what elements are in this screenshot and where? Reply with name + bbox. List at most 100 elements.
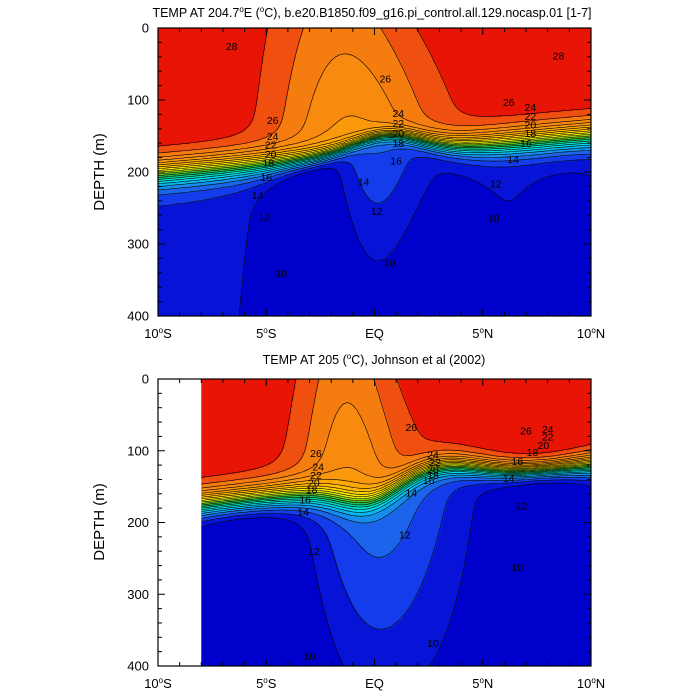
bottom-chart-title: TEMP AT 205 (oC), Johnson et al (2002) xyxy=(263,352,486,367)
y-tick-label: 0 xyxy=(142,21,149,36)
contour-line-25 xyxy=(201,454,591,492)
contour-line-24 xyxy=(158,124,591,164)
contour-label: 22 xyxy=(542,431,554,443)
contour-label: 20 xyxy=(538,440,550,452)
bottom-axis-ticks: 10oS 5oS EQ 5oN 10oN 0 100 200 300 400 xyxy=(127,372,605,692)
top-axis-ticks: 10oS 5oS EQ 5oN 10oN 0 100 200 300 400 xyxy=(127,21,605,342)
top-temperature-field xyxy=(158,28,591,316)
contour-line-27 xyxy=(201,379,591,485)
y-tick-label: 300 xyxy=(127,237,149,252)
bottom-y-axis-label: DEPTH (m) xyxy=(91,483,108,561)
contour-line-18 xyxy=(201,464,591,504)
contour-label: 26 xyxy=(405,422,417,434)
contour-label: 16 xyxy=(390,156,402,168)
contour-label: 14 xyxy=(405,487,417,499)
x-tick-label: 10oN xyxy=(577,326,605,341)
contour-label: 20 xyxy=(308,477,320,489)
y-tick-label: 200 xyxy=(127,165,149,180)
contour-label: 22 xyxy=(265,140,277,152)
y-tick-label: 200 xyxy=(127,515,149,530)
contour-line-11 xyxy=(158,144,591,191)
x-tick-label: EQ xyxy=(365,326,384,341)
contour-label: 16 xyxy=(512,456,524,468)
contour-label: 20 xyxy=(392,128,404,140)
contour-label: 26 xyxy=(503,97,515,109)
contour-label: 10 xyxy=(304,651,316,663)
contour-label: 18 xyxy=(306,485,318,497)
contour-label: 12 xyxy=(490,179,502,191)
contour-label: 14 xyxy=(297,507,309,519)
contour-line-14 xyxy=(201,470,591,510)
y-tick-label: 400 xyxy=(127,309,149,324)
bottom-contour-labels: 2626262422201816142422201816141224222018… xyxy=(297,422,553,663)
y-tick-label: 0 xyxy=(142,372,149,387)
contour-line-13 xyxy=(158,139,591,185)
contour-label: 22 xyxy=(429,457,441,469)
top-contour-lines xyxy=(158,28,591,316)
contour-label: 16 xyxy=(520,138,532,150)
contour-line-22 xyxy=(158,128,591,168)
contour-label: 24 xyxy=(525,102,537,114)
contour-label: 26 xyxy=(379,73,391,85)
x-tick-label: 5oS xyxy=(256,326,277,341)
contour-line-16 xyxy=(201,467,591,507)
contour-line-9 xyxy=(201,479,591,630)
contour-line-22 xyxy=(201,459,591,498)
contour-label: 24 xyxy=(392,108,404,120)
contour-label: 26 xyxy=(267,115,279,127)
contour-line-21 xyxy=(158,130,591,170)
contour-label: 14 xyxy=(358,176,370,188)
contour-line-18 xyxy=(158,134,591,175)
contour-label: 12 xyxy=(371,206,383,218)
x-tick-label: 5oN xyxy=(472,676,493,691)
contour-line-8 xyxy=(201,482,591,666)
contour-line-17 xyxy=(158,135,591,176)
contour-line-8 xyxy=(238,168,591,316)
contour-line-12 xyxy=(158,141,591,187)
x-tick-label: 10oS xyxy=(144,326,172,341)
bottom-contour-lines xyxy=(201,379,591,666)
contour-label: 28 xyxy=(226,41,238,53)
contour-label: 10 xyxy=(384,258,396,270)
x-tick-label: 5oN xyxy=(472,326,493,341)
contour-label: 10 xyxy=(427,638,439,650)
contour-line-15 xyxy=(158,137,591,180)
contour-label: 12 xyxy=(258,212,270,224)
contour-label: 24 xyxy=(542,424,554,436)
contour-line-13 xyxy=(201,471,591,513)
contour-line-16 xyxy=(158,136,591,178)
contour-label: 24 xyxy=(267,131,279,143)
contour-label: 18 xyxy=(263,158,275,170)
contour-line-20 xyxy=(158,132,591,171)
contour-label: 20 xyxy=(265,149,277,161)
contour-label: 24 xyxy=(312,462,324,474)
contour-label: 18 xyxy=(427,470,439,482)
contour-line-15 xyxy=(201,468,591,509)
y-tick-label: 400 xyxy=(127,659,149,674)
contour-line-28 xyxy=(158,28,591,147)
contour-label: 22 xyxy=(525,111,537,123)
contour-label: 12 xyxy=(516,500,528,512)
top-chart-title: TEMP AT 204.7oE (oC), b.e20.B1850.f09_g1… xyxy=(152,5,591,20)
x-tick-label: 10oN xyxy=(577,676,605,691)
bottom-temperature-field xyxy=(201,379,591,666)
contour-line-28 xyxy=(201,379,591,478)
contour-line-12 xyxy=(201,473,591,517)
contour-label: 26 xyxy=(520,426,532,438)
contour-line-21 xyxy=(201,461,591,500)
contour-label: 16 xyxy=(260,172,272,184)
contour-label: 22 xyxy=(392,118,404,130)
top-y-axis-label: DEPTH (m) xyxy=(91,133,108,211)
contour-label: 16 xyxy=(423,475,435,487)
y-tick-label: 300 xyxy=(127,587,149,602)
y-tick-label: 100 xyxy=(127,93,149,108)
contour-line-25 xyxy=(158,115,591,161)
contour-label: 14 xyxy=(503,473,515,485)
contour-label: 10 xyxy=(488,213,500,225)
y-tick-label: 100 xyxy=(127,443,149,458)
bottom-contour-panel: TEMP AT 205 (oC), Johnson et al (2002) 2… xyxy=(91,352,605,691)
contour-label: 18 xyxy=(525,128,537,140)
contour-label: 28 xyxy=(553,50,565,62)
x-tick-label: EQ xyxy=(365,676,384,691)
